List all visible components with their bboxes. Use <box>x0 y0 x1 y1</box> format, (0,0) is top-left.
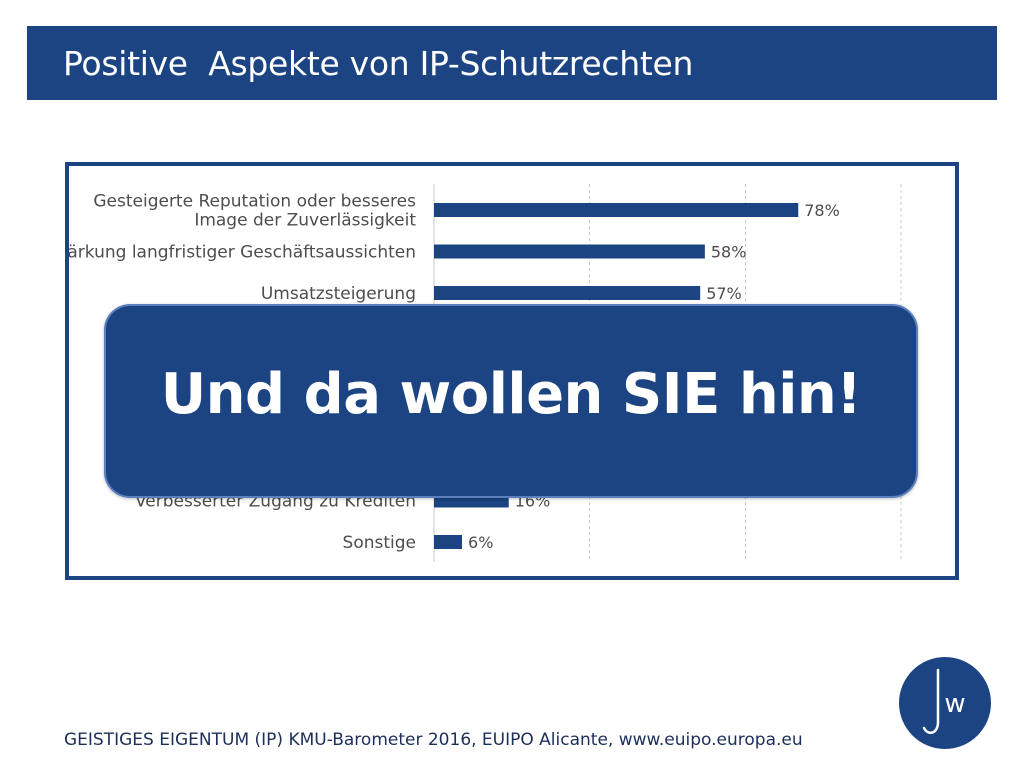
bar <box>434 203 799 217</box>
slide-title: Positive Aspekte von IP-Schutzrechten <box>63 43 694 83</box>
value-label: 78% <box>804 201 840 220</box>
bar <box>434 286 701 300</box>
value-label: 6% <box>468 533 493 552</box>
logo-circle <box>899 657 991 749</box>
bar <box>434 244 705 259</box>
callout-text: Und da wollen SIE hin! <box>160 361 862 427</box>
category-label: Sonstige <box>343 533 416 553</box>
logo-j-stroke <box>922 668 940 735</box>
bar-chart: Gesteigerte Reputation oder besseres Imag… <box>69 184 902 562</box>
category-label: Umsatzsteigerung <box>261 284 416 304</box>
category-label: Gesteigerte Reputation oder besseres Imag… <box>93 192 416 231</box>
slide-header: Positive Aspekte von IP-Schutzrechten <box>27 26 997 100</box>
logo-letter: w <box>944 689 965 719</box>
value-label: 57% <box>706 284 742 303</box>
callout-banner: Und da wollen SIE hin! <box>104 304 918 498</box>
jw-monogram-logo-icon: w <box>899 657 991 749</box>
bar <box>434 535 463 549</box>
value-label: 58% <box>711 243 747 262</box>
category-label: Stärkung langfristiger Geschäftsaussicht… <box>69 243 416 263</box>
source-footer: GEISTIGES EIGENTUM (IP) KMU-Barometer 20… <box>64 730 803 750</box>
